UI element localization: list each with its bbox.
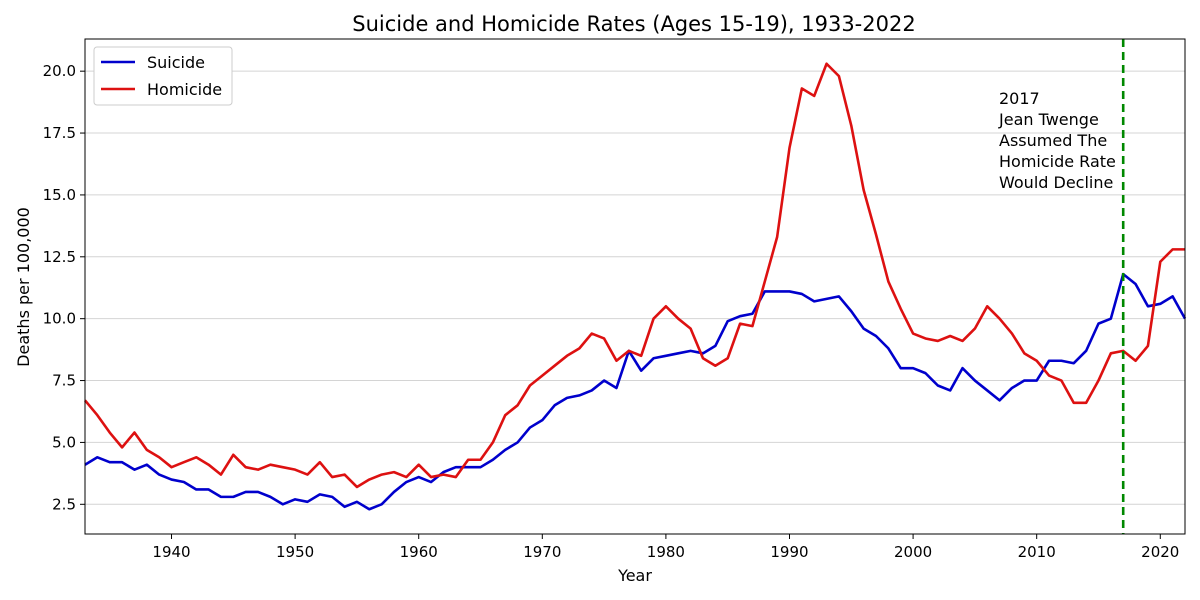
legend-label-homicide: Homicide	[147, 80, 222, 99]
plot-frame	[84, 38, 1186, 535]
annotation-line: Homicide Rate	[999, 152, 1116, 171]
annotation-line: Would Decline	[999, 173, 1113, 192]
series-line-homicide	[84, 62, 1185, 489]
series-line-suicide	[84, 272, 1187, 511]
y-tick-label: 20.0	[43, 62, 76, 80]
y-tick-label: 7.5	[52, 372, 76, 390]
grid-lines	[85, 70, 1185, 505]
y-axis: 2.5 5.0 7.5 10.0 12.5 15.0 17.5 20.0	[43, 62, 85, 513]
y-tick-label: 12.5	[43, 248, 76, 266]
annotation-line: Jean Twenge	[998, 110, 1099, 129]
y-tick-label: 5.0	[52, 433, 76, 451]
y-axis-label: Deaths per 100,000	[14, 207, 33, 367]
plot-lines	[84, 39, 1187, 534]
y-tick-label: 2.5	[52, 495, 76, 513]
x-axis: 1940 1950 1960 1970 1980 1990 2000 2010 2020	[152, 534, 1179, 561]
chart-title: Suicide and Homicide Rates (Ages 15-19),…	[352, 12, 915, 36]
x-tick-label: 1970	[523, 543, 561, 561]
x-tick-label: 1940	[152, 543, 190, 561]
x-tick-label: 2000	[894, 543, 932, 561]
y-tick-label: 15.0	[43, 186, 76, 204]
legend: Suicide Homicide	[93, 46, 233, 106]
annotation-line: 2017	[999, 89, 1040, 108]
y-tick-label: 10.0	[43, 310, 76, 328]
annotation: 2017 Jean Twenge Assumed The Homicide Rate W…	[998, 89, 1116, 192]
x-tick-label: 1990	[770, 543, 808, 561]
x-axis-label: Year	[617, 566, 652, 585]
legend-label-suicide: Suicide	[147, 53, 205, 72]
x-tick-label: 2020	[1141, 543, 1179, 561]
x-tick-label: 1980	[647, 543, 685, 561]
y-tick-label: 17.5	[43, 124, 76, 142]
x-tick-label: 1950	[276, 543, 314, 561]
annotation-line: Assumed The	[999, 131, 1107, 150]
x-tick-label: 2010	[1018, 543, 1056, 561]
x-tick-label: 1960	[400, 543, 438, 561]
